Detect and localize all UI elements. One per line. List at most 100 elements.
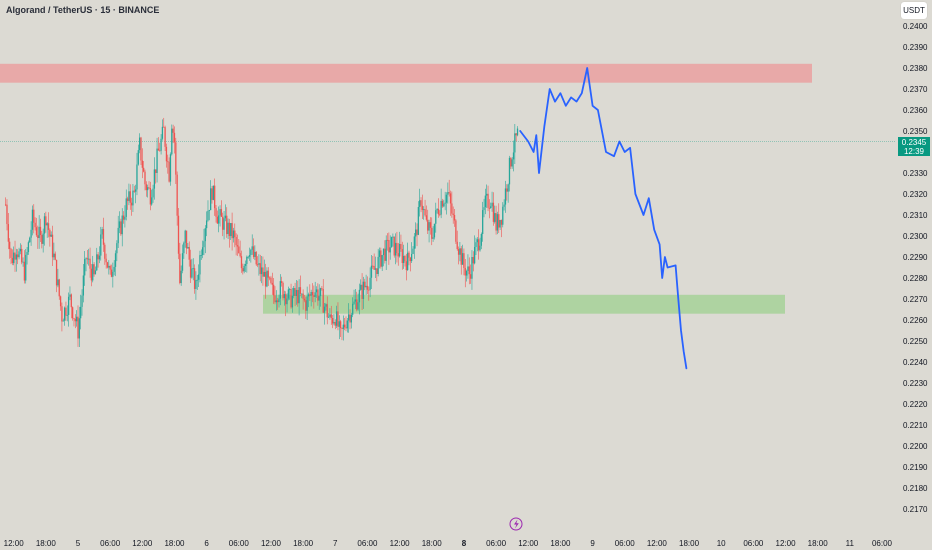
candle-body: [467, 266, 469, 271]
candle-body: [401, 249, 403, 264]
candle-body: [243, 265, 245, 272]
candle-body: [211, 188, 213, 200]
candle-body: [368, 289, 370, 291]
candle-body: [22, 261, 24, 263]
candle-body: [495, 213, 497, 231]
candle-body: [173, 132, 176, 143]
candle-body: [342, 324, 344, 329]
candle-body: [301, 293, 303, 295]
candle-body: [21, 248, 23, 263]
x-tick-label: 12:00: [261, 539, 282, 548]
candle-body: [389, 247, 391, 253]
candle-body: [214, 185, 216, 209]
candle-body: [38, 226, 40, 239]
candle-body: [334, 321, 336, 326]
candle-body: [370, 265, 373, 278]
candle-body: [285, 294, 287, 305]
candle-body: [175, 142, 177, 175]
candle-body: [47, 223, 50, 230]
candle-body: [180, 270, 182, 284]
y-tick-label: 0.2200: [903, 442, 928, 451]
candle-body: [516, 128, 519, 136]
candle-body: [380, 250, 382, 267]
candle-body: [435, 210, 437, 224]
candle-body: [81, 295, 83, 307]
candle-body: [203, 241, 205, 248]
candle-body: [147, 187, 149, 191]
candle-body: [37, 235, 39, 239]
candle-body: [511, 159, 513, 167]
candle-body: [473, 246, 476, 264]
candle-body: [461, 253, 464, 265]
candle-body: [39, 226, 42, 236]
candle-body: [425, 215, 428, 220]
candle-body: [228, 222, 231, 237]
y-tick-label: 0.2210: [903, 421, 928, 430]
candle-body: [431, 227, 433, 239]
y-tick-label: 0.2170: [903, 505, 928, 514]
currency-button[interactable]: USDT: [901, 2, 927, 19]
candle-body: [143, 167, 145, 172]
candle-body: [9, 241, 11, 249]
candle-body: [25, 254, 27, 281]
candle-body: [179, 253, 181, 284]
candle-body: [432, 237, 434, 239]
candle-body: [424, 209, 426, 216]
candle-body: [42, 233, 44, 244]
candle-body: [386, 239, 389, 241]
candle-body: [482, 210, 484, 234]
candle-body: [90, 268, 93, 281]
candle-body: [420, 200, 422, 206]
plot-area[interactable]: [0, 0, 896, 513]
candle-body: [260, 267, 263, 275]
candle-body: [326, 304, 328, 318]
candle-body: [148, 187, 150, 189]
candle-body: [100, 234, 102, 256]
candle-body: [272, 284, 275, 296]
candle-body: [492, 202, 495, 222]
y-tick-label: 0.2350: [903, 127, 928, 136]
candle-body: [4, 204, 7, 206]
projection-path[interactable]: [519, 67, 688, 370]
lightning-icon[interactable]: [509, 517, 523, 531]
candle-body: [230, 223, 232, 237]
candle-body: [248, 255, 251, 257]
candle-body: [159, 150, 161, 152]
candle-body: [388, 240, 390, 253]
candle-body: [110, 269, 113, 277]
candle-body: [444, 202, 446, 204]
candle-body: [259, 263, 261, 275]
candle-body: [323, 306, 326, 313]
candle-body: [27, 242, 30, 253]
candle-body: [129, 191, 131, 203]
resistance-zone[interactable]: [0, 63, 812, 83]
candle-body: [153, 169, 156, 189]
candle-body: [133, 190, 135, 192]
candle-body: [66, 314, 68, 316]
candle-body: [433, 223, 436, 238]
candle-body: [448, 192, 450, 194]
candle-body: [29, 237, 31, 243]
candle-body: [113, 266, 115, 272]
candle-body: [372, 265, 374, 267]
support-zone[interactable]: [263, 294, 785, 314]
candle-body: [271, 282, 273, 285]
candle-body: [137, 150, 139, 165]
candle-body: [210, 188, 212, 211]
candle-body: [266, 270, 268, 287]
candle-body: [78, 318, 80, 339]
candle-body: [80, 306, 82, 319]
candle-body: [318, 296, 320, 301]
candle-body: [263, 271, 265, 277]
candle-body: [293, 288, 295, 296]
y-tick-label: 0.2270: [903, 295, 928, 304]
x-tick-label: 6: [204, 539, 209, 548]
candle-body: [199, 255, 201, 275]
candle-body: [97, 254, 99, 260]
candle-body: [287, 289, 290, 299]
candle-body: [62, 320, 64, 322]
candle-body: [302, 293, 304, 299]
candle-body: [86, 258, 89, 260]
candle-body: [197, 274, 200, 280]
